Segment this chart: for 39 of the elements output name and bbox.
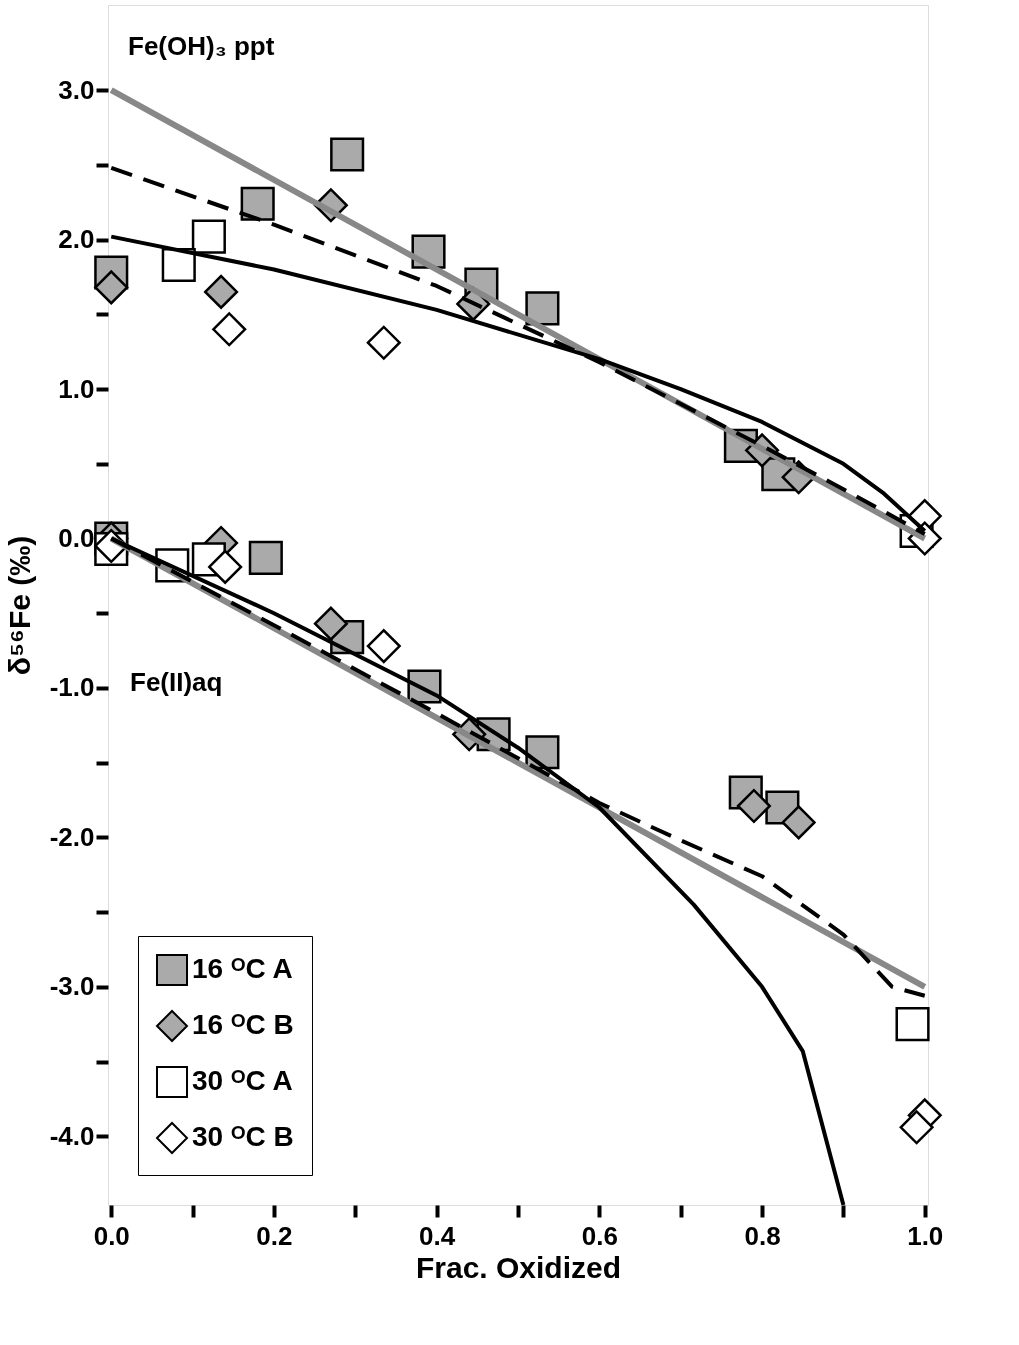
point	[204, 274, 239, 309]
x-tick-label: 0.2	[256, 1220, 293, 1251]
y-tick-label: -4.0	[49, 1120, 95, 1151]
legend-label: 30 ᴼC B	[192, 1121, 294, 1152]
x-tick-label: 1.0	[907, 1220, 944, 1251]
point	[208, 549, 243, 584]
point	[240, 186, 275, 221]
y-tick-label: 2.0	[58, 224, 95, 255]
x-tick-label: 0.8	[744, 1220, 781, 1251]
y-tick-label: -1.0	[49, 672, 95, 703]
y-tick-label: 1.0	[58, 373, 95, 404]
point	[899, 1110, 934, 1145]
point	[313, 606, 348, 641]
legend-label: 30 ᴼC A	[192, 1065, 293, 1096]
y-tick-label: -2.0	[49, 821, 95, 852]
point	[330, 137, 365, 172]
y-tick-label: 3.0	[58, 74, 95, 105]
point	[212, 312, 247, 347]
point	[366, 325, 401, 360]
y-tick-label: 0.0	[58, 523, 95, 553]
point	[781, 805, 816, 840]
y-axis-title: δ⁵⁶Fe (‰)	[2, 535, 36, 676]
x-axis-title: Frac. Oxidized	[415, 1250, 622, 1284]
point	[161, 247, 196, 283]
x-tick-label: 0.0	[93, 1220, 130, 1251]
point	[191, 219, 226, 254]
point	[895, 1007, 930, 1042]
point	[94, 270, 129, 305]
y-tick-label: -3.0	[49, 971, 95, 1002]
point	[248, 540, 283, 575]
point	[525, 291, 560, 326]
annotation: Fe(OH)₃ ppt	[128, 31, 275, 61]
x-tick-label: 0.6	[581, 1220, 618, 1251]
annotation: Fe(II)aq	[130, 667, 223, 697]
legend-label: 16 ᴼC A	[192, 953, 293, 984]
point	[736, 788, 771, 824]
x-tick-label: 0.4	[419, 1220, 456, 1251]
legend-label: 16 ᴼC B	[192, 1009, 294, 1040]
point	[366, 629, 401, 664]
